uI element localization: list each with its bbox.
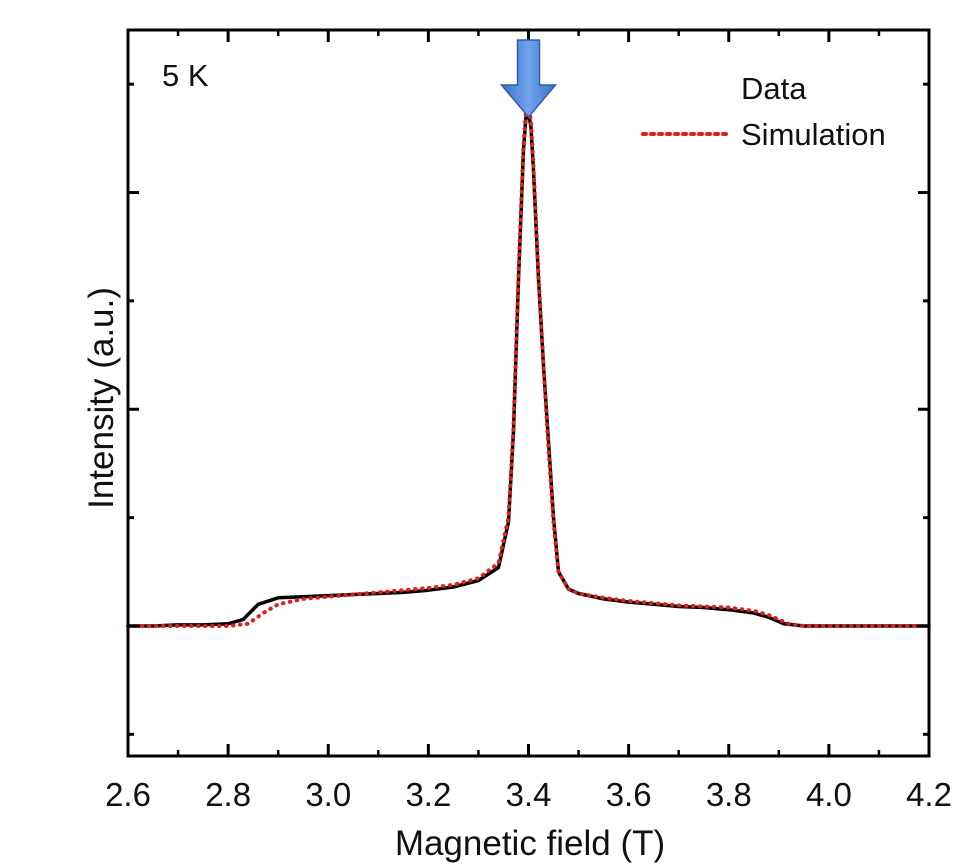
x-tick-label: 2.6: [105, 776, 151, 813]
y-ticks: [128, 82, 929, 736]
x-tick-label: 4.2: [906, 776, 952, 813]
series-line-data: [126, 110, 931, 628]
y-axis-title: Intensity (a.u.): [82, 287, 121, 509]
legend-label-simulation: Simulation: [741, 117, 886, 152]
legend: Data Simulation: [641, 71, 886, 152]
x-axis-title: Magnetic field (T): [395, 824, 665, 863]
x-tick-label: 3.6: [606, 776, 652, 813]
series-line-simulation: [126, 103, 931, 628]
x-tick-label: 2.8: [205, 776, 251, 813]
peak-arrow-marker: [499, 39, 558, 119]
x-tick-label: 3.8: [706, 776, 752, 813]
legend-label-data: Data: [741, 71, 807, 106]
x-tick-label: 4.0: [806, 776, 852, 813]
x-ticks: 2.6 2.8 3.0 3.2 3.4 3.6 3.8 4.0 4.2: [105, 30, 952, 813]
down-arrow-icon: [499, 39, 558, 119]
x-tick-label: 3.0: [305, 776, 351, 813]
temperature-annotation: 5 K: [162, 58, 209, 93]
x-tick-label: 3.4: [506, 776, 552, 813]
plot-series-layer: [126, 103, 931, 628]
x-tick-label: 3.2: [405, 776, 451, 813]
